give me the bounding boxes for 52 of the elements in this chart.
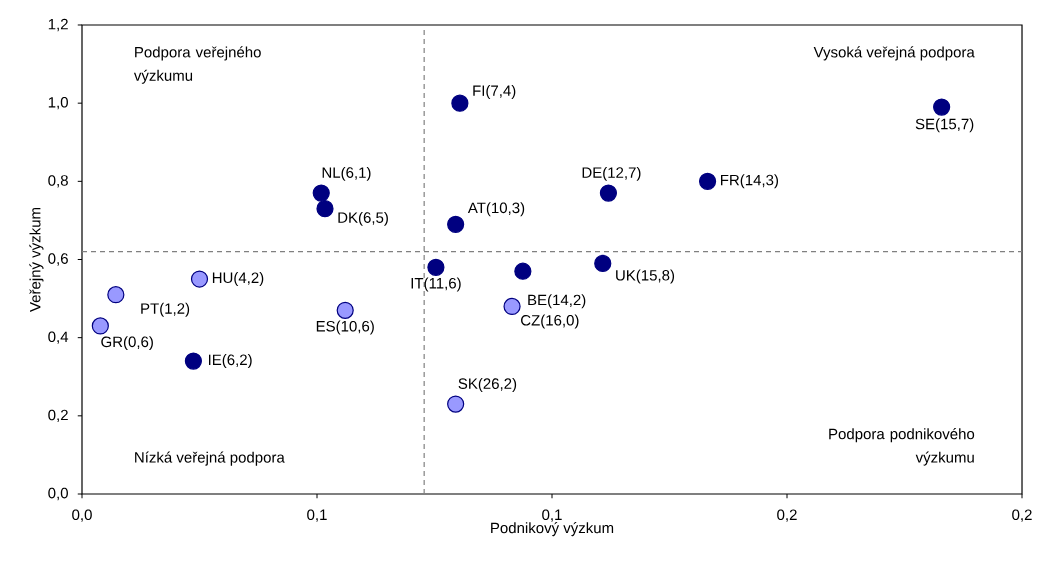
annotation: ES(10,6) <box>316 320 374 335</box>
point <box>447 215 465 233</box>
point <box>312 184 330 202</box>
point <box>503 297 521 315</box>
point <box>933 98 951 116</box>
annotation: DE(12,7) <box>582 166 641 181</box>
y-tick-label: 0,4 <box>48 331 69 344</box>
y-tick-label: 1,0 <box>48 96 68 110</box>
annotation: FI(7,4) <box>473 84 516 99</box>
point <box>698 172 717 190</box>
y-tick-label: 0,8 <box>48 175 68 188</box>
annotation: FR(14,3) <box>721 174 779 189</box>
y-axis-title: Veřejný výzkum <box>29 207 44 312</box>
point <box>184 352 202 370</box>
point <box>427 258 445 276</box>
y-tick-label: 1,2 <box>48 18 68 32</box>
annotation: Nízká veřejná podpora <box>135 451 285 466</box>
point <box>91 317 109 335</box>
x-tick-label: 0,1 <box>307 509 327 522</box>
point <box>451 94 469 112</box>
annotation: Vysoká veřejná podpora <box>813 46 975 61</box>
annotation: UK(15,8) <box>616 269 675 284</box>
annotation: CZ(16,0) <box>521 314 579 329</box>
x-tick-label: 0,2 <box>777 509 797 522</box>
y-tick-label: 0,2 <box>48 409 68 423</box>
annotation: SK(26,2) <box>458 377 517 392</box>
annotation: DK(6,5) <box>338 211 388 226</box>
x-tick-label: 0,1 <box>542 509 562 522</box>
x-tick-label: 0,2 <box>1012 509 1032 522</box>
annotation: GR(0,6) <box>101 336 153 351</box>
y-tick-label: 0,0 <box>48 487 68 501</box>
annotation: SE(15,7) <box>915 118 974 133</box>
point <box>447 395 465 413</box>
point <box>316 200 334 218</box>
point <box>190 270 209 288</box>
x-axis-title: Podnikový výzkum <box>491 522 614 537</box>
annotation: HU(4,2) <box>212 272 264 287</box>
annotation: IE(6,2) <box>208 354 252 369</box>
annotation: Podpora veřejného výzkumu <box>133 46 261 84</box>
x-tick-label: 0,0 <box>72 509 92 522</box>
annotation: Podpora podnikového výzkumu <box>829 428 975 466</box>
annotation: BE(14,2) <box>528 294 586 309</box>
point <box>514 262 532 280</box>
annotation: IT(11,6) <box>411 277 461 292</box>
point <box>336 301 354 319</box>
annotation: NL(6,1) <box>322 166 371 181</box>
point <box>594 254 612 273</box>
point <box>599 184 618 202</box>
annotation: AT(10,3) <box>467 202 525 217</box>
y-tick-label: 0,6 <box>48 253 68 266</box>
point <box>107 286 125 304</box>
annotation: PT(1,2) <box>141 302 190 317</box>
